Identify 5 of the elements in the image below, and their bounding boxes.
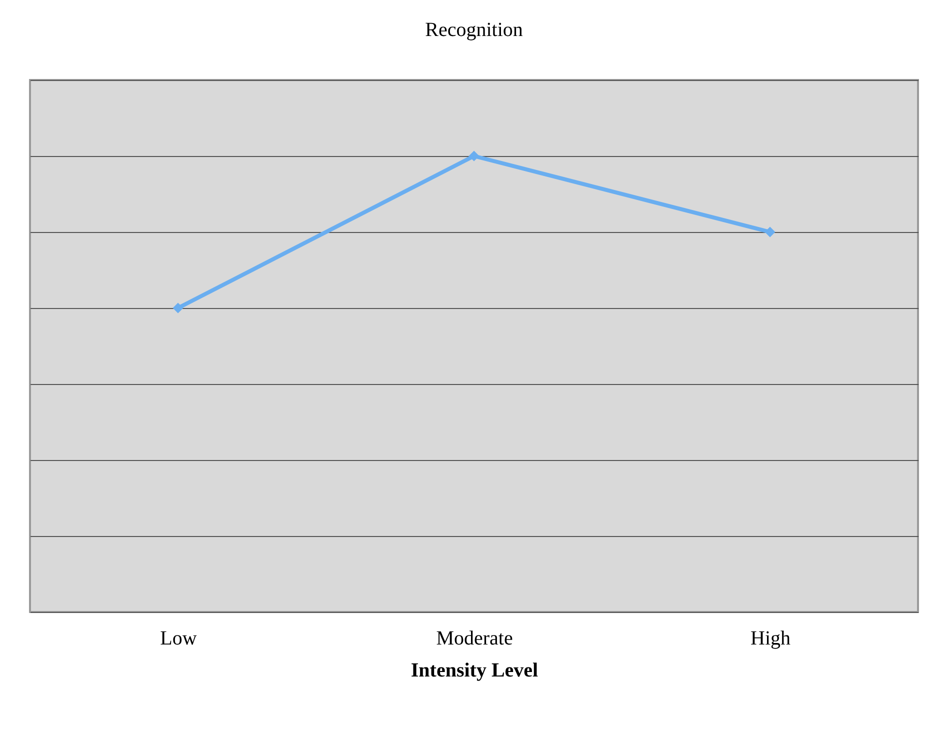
x-tick-label: Low [160,628,198,650]
x-tick-label: High [750,628,790,650]
x-axis-title: Intensity Level [410,660,539,682]
x-tick-label: Moderate [436,628,513,650]
chart-title: Recognition [425,19,523,41]
